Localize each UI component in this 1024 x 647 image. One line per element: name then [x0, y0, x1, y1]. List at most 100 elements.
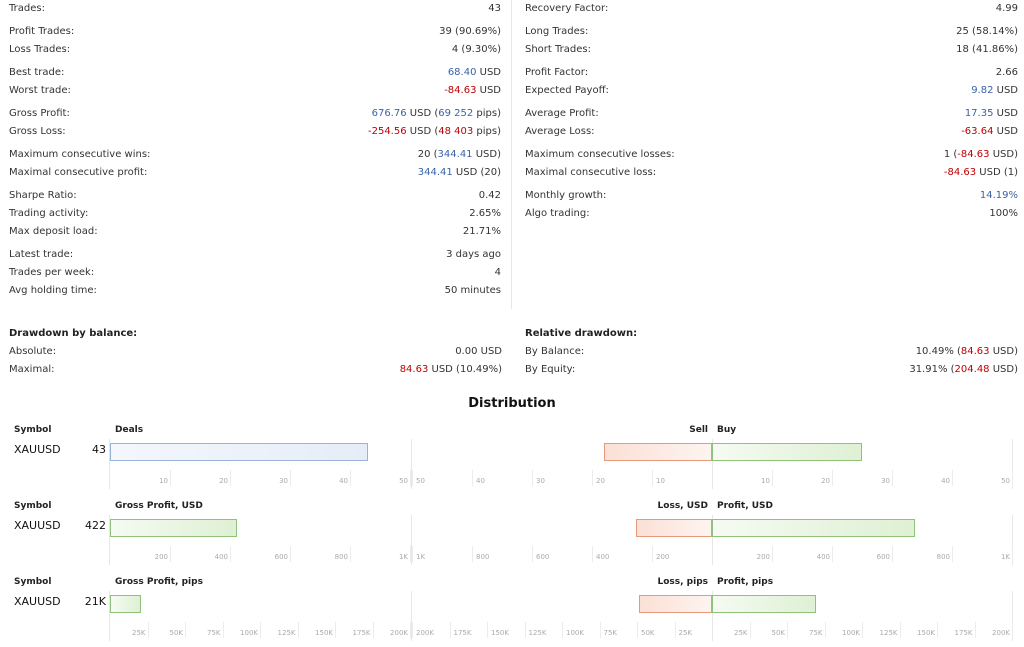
stat-value: 14.19% — [980, 187, 1018, 205]
stat-label: By Equity: — [525, 364, 576, 375]
positive-axis-gridline — [1012, 470, 1013, 486]
symbol-header: Symbol — [14, 501, 52, 511]
stat-value: 0.42 — [479, 187, 501, 205]
relative-drawdown-title: Relative drawdown: — [525, 328, 638, 339]
positive-axis-tick-label: 175K — [954, 629, 973, 637]
left-axis-gridline — [297, 622, 299, 638]
stat-value: 2.66 — [996, 64, 1018, 82]
stat-value-part: 84.63 — [960, 346, 990, 357]
stat-row-maximal: Maximal: 84.63 USD (10.49%) — [9, 361, 502, 379]
left-axis-tick-label: 100K — [240, 629, 258, 637]
stat-row-short-trades: Short Trades: 18 (41.86%) — [525, 41, 1018, 59]
positive-axis-tick-label: 50K — [771, 629, 786, 637]
stat-value: -63.64 USD — [961, 123, 1018, 141]
left-chart-label: Gross Profit, USD — [115, 501, 203, 511]
left-axis-tick-label: 400 — [214, 553, 228, 561]
left-axis-gridline — [372, 622, 374, 638]
negative-axis-tick-label: 30 — [536, 477, 545, 485]
symbol-header: Symbol — [14, 577, 52, 587]
stat-value-part: 43 — [488, 3, 501, 14]
stat-value-part: 39 (90.69%) — [439, 26, 501, 37]
left-axis-gridline — [335, 622, 336, 638]
negative-axis-gridline — [532, 470, 533, 486]
stat-value-part: 69 252 — [438, 108, 474, 119]
left-axis-gridline — [230, 470, 231, 486]
negative-axis-tick-label: 400 — [596, 553, 610, 561]
left-axis-gridline — [410, 546, 411, 562]
positive-axis-gridline — [749, 622, 751, 638]
positive-axis-gridline — [952, 546, 953, 562]
left-axis-gridline — [170, 546, 171, 562]
left-axis-gridline — [147, 622, 149, 638]
positive-axis-tick-label: 400 — [816, 553, 830, 561]
negative-axis-tick-label: 800 — [476, 553, 490, 561]
stat-value: 25 (58.14%) — [956, 23, 1018, 41]
stat-row-max-deposit-load: Max deposit load: 21.71% — [9, 223, 501, 241]
chart-axis-line — [712, 439, 713, 489]
stat-value: 100% — [989, 205, 1018, 223]
stat-value: 20 (344.41 USD) — [418, 146, 501, 164]
chart-axis-line — [1012, 591, 1013, 641]
negative-axis-tick-label: 200 — [656, 553, 670, 561]
positive-axis-tick-label: 1K — [1000, 553, 1010, 561]
negative-value-bar — [639, 595, 712, 613]
stat-value: 18 (41.86%) — [956, 41, 1018, 59]
stat-label: Average Profit: — [525, 108, 599, 119]
negative-axis-tick-label: 50 — [416, 477, 425, 485]
stat-value-part: 25 (58.14%) — [956, 26, 1018, 37]
negative-value-bar — [604, 443, 712, 461]
positive-axis-tick-label: 25K — [734, 629, 748, 637]
negative-axis-gridline — [562, 622, 563, 638]
stat-value-part: USD — [476, 85, 501, 96]
stat-row-maximal-consecutive-profit: Maximal consecutive profit: 344.41 USD (2… — [9, 164, 501, 182]
stat-value-part: USD — [993, 85, 1018, 96]
left-axis-gridline — [170, 470, 171, 486]
positive-axis-gridline — [832, 470, 833, 486]
positive-axis-gridline — [1012, 622, 1013, 638]
stat-label: Best trade: — [9, 67, 65, 78]
negative-axis-tick-label: 150K — [491, 629, 509, 637]
stat-value-part: USD (1) — [976, 167, 1018, 178]
stat-value: 676.76 USD (69 252 pips) — [372, 105, 501, 123]
positive-axis-gridline — [862, 622, 863, 638]
negative-axis-tick-label: 125K — [528, 629, 547, 637]
positive-axis-gridline — [772, 470, 773, 486]
stat-value-part: 9.82 — [971, 85, 994, 96]
stat-value-part: USD — [993, 126, 1018, 137]
stat-value-part: USD) — [989, 364, 1018, 375]
negative-axis-tick-label: 600 — [536, 553, 550, 561]
stat-value-part: 18 (41.86%) — [956, 44, 1018, 55]
chart-axis-line — [109, 591, 110, 641]
negative-axis-tick-label: 10 — [656, 477, 665, 485]
negative-axis-tick-label: 20 — [596, 477, 605, 485]
stat-value-part: 4 (9.30%) — [451, 44, 501, 55]
stat-value: 68.40 USD — [448, 64, 501, 82]
stat-value: 0.00 USD — [455, 343, 502, 361]
positive-value-bar — [712, 443, 862, 461]
negative-axis-tick-label: 200K — [416, 629, 434, 637]
stat-value: 4.99 — [996, 0, 1018, 18]
stat-row-profit-factor: Profit Factor: 2.66 — [525, 64, 1018, 82]
stat-label: Avg holding time: — [9, 285, 97, 296]
stat-value: 10.49% (84.63 USD) — [916, 343, 1018, 361]
stat-value-part: 68.40 — [447, 67, 477, 78]
stat-row-trading-activity: Trading activity: 2.65% — [9, 205, 501, 223]
positive-axis-gridline — [899, 622, 901, 638]
stat-row-long-trades: Long Trades: 25 (58.14%) — [525, 23, 1018, 41]
left-axis-tick-label: 10 — [159, 477, 168, 485]
stat-label: Maximum consecutive losses: — [525, 149, 675, 160]
statistics-right-column: Recovery Factor: 4.99 Long Trades: 25 (58.1… — [513, 0, 1024, 309]
left-axis-gridline — [350, 470, 351, 486]
negative-axis-gridline — [487, 622, 488, 638]
stat-value-part: -84.63 — [957, 149, 990, 160]
negative-axis-tick-label: 100K — [566, 629, 584, 637]
stat-row-avg-holding-time: Avg holding time: 50 minutes — [9, 282, 501, 300]
stat-value: 43 — [488, 0, 501, 18]
symbol-count: 21K — [84, 595, 106, 608]
positive-axis-gridline — [974, 622, 976, 638]
left-axis-tick-label: 1K — [398, 553, 408, 561]
chart-axis-line — [411, 515, 412, 565]
left-axis-tick-label: 20 — [219, 477, 228, 485]
left-axis-gridline — [410, 622, 411, 638]
negative-axis-gridline — [652, 546, 653, 562]
